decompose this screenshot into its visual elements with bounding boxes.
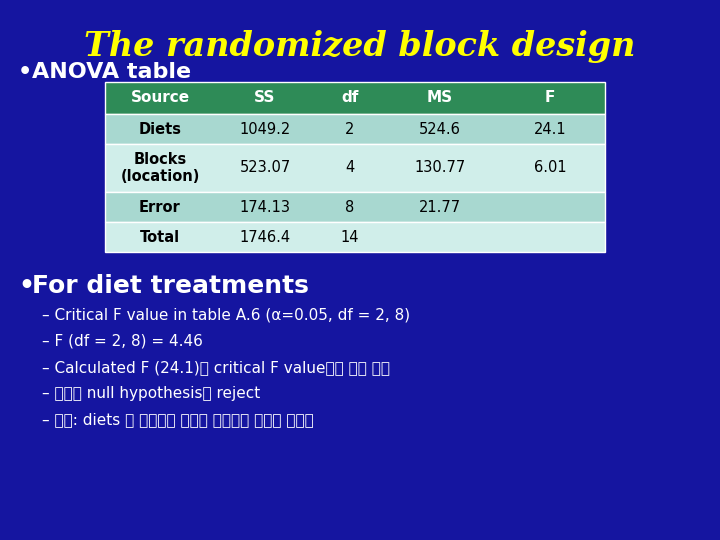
Text: •: • bbox=[18, 62, 32, 82]
Text: df: df bbox=[341, 91, 359, 105]
Text: SS: SS bbox=[254, 91, 276, 105]
Text: Blocks
(location): Blocks (location) bbox=[120, 152, 199, 184]
Text: 8: 8 bbox=[346, 199, 355, 214]
Text: Diets: Diets bbox=[138, 122, 181, 137]
Text: F: F bbox=[545, 91, 555, 105]
Bar bbox=[105, 222, 605, 252]
Text: 6.01: 6.01 bbox=[534, 160, 567, 176]
Text: •: • bbox=[18, 274, 34, 298]
Text: – Calculated F (24.1)가 critical F value보다 훨씬 크다: – Calculated F (24.1)가 critical F value보… bbox=[42, 360, 390, 375]
Text: Source: Source bbox=[130, 91, 189, 105]
Bar bbox=[105, 192, 605, 222]
Text: 130.77: 130.77 bbox=[415, 160, 466, 176]
Text: – 결론: diets 가 두꺼비의 혁압에 유의하게 영향을 미친다: – 결론: diets 가 두꺼비의 혁압에 유의하게 영향을 미친다 bbox=[42, 412, 314, 427]
Text: Total: Total bbox=[140, 230, 180, 245]
Text: MS: MS bbox=[427, 91, 453, 105]
Text: – 따라서 null hypothesis를 reject: – 따라서 null hypothesis를 reject bbox=[42, 386, 260, 401]
Text: ANOVA table: ANOVA table bbox=[32, 62, 191, 82]
Text: 1746.4: 1746.4 bbox=[240, 230, 291, 245]
Text: 14: 14 bbox=[341, 230, 359, 245]
Text: 1049.2: 1049.2 bbox=[239, 122, 291, 137]
Text: 524.6: 524.6 bbox=[419, 122, 461, 137]
Bar bbox=[105, 82, 605, 114]
Bar bbox=[105, 114, 605, 144]
Text: Error: Error bbox=[139, 199, 181, 214]
Bar bbox=[105, 144, 605, 192]
Text: 21.77: 21.77 bbox=[419, 199, 461, 214]
Text: The randomized block design: The randomized block design bbox=[84, 30, 636, 63]
Text: For diet treatments: For diet treatments bbox=[32, 274, 309, 298]
Text: – Critical F value in table A.6 (α=0.05, df = 2, 8): – Critical F value in table A.6 (α=0.05,… bbox=[42, 308, 410, 323]
Text: – F (df = 2, 8) = 4.46: – F (df = 2, 8) = 4.46 bbox=[42, 334, 203, 349]
Text: 174.13: 174.13 bbox=[240, 199, 290, 214]
Text: 4: 4 bbox=[346, 160, 355, 176]
Text: 2: 2 bbox=[346, 122, 355, 137]
Text: 523.07: 523.07 bbox=[239, 160, 291, 176]
Text: 24.1: 24.1 bbox=[534, 122, 567, 137]
